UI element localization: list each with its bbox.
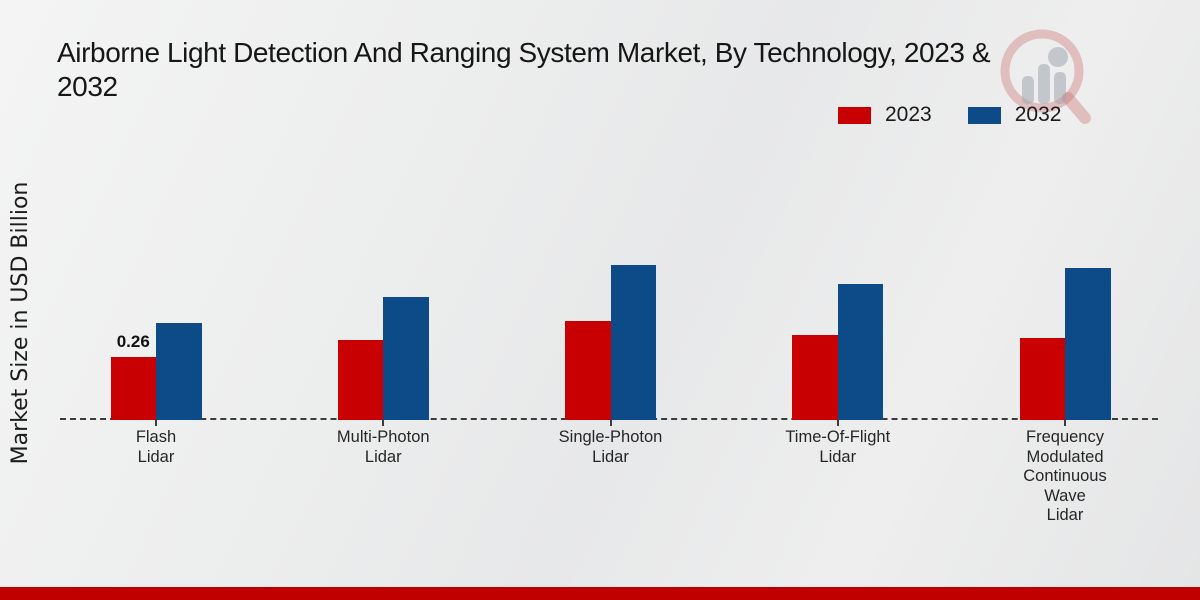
bar-2023-multi-photon-lidar (337, 340, 384, 420)
chart-title-line1: Airborne Light Detection And Ranging Sys… (57, 37, 991, 68)
magnifier-bar-chart-logo-icon (1000, 29, 1091, 124)
chart-title-line2: 2032 (57, 71, 118, 103)
chart-title: Airborne Light Detection And Ranging Sys… (57, 36, 1187, 104)
legend-item-2032: 2032 (967, 103, 1062, 127)
bar-2032-time-of-flight-lidar (837, 284, 884, 420)
category-label-single-photon-lidar: Single-Photon Lidar (558, 428, 663, 466)
x-axis-tick-frequency-modulated-continuous-wave-lidar (1064, 420, 1066, 426)
bar-2032-single-photon-lidar (610, 265, 656, 420)
x-axis-tick-multi-photon-lidar (382, 420, 385, 426)
legend-swatch-2023 (838, 106, 871, 124)
bar-2023-frequency-modulated-continuous-wave-lidar (1019, 338, 1065, 420)
x-axis-tick-flash-lidar (155, 420, 157, 426)
category-label-time-of-flight-lidar: Time-Of-Flight Lidar (785, 428, 891, 466)
bar-2023-single-photon-lidar (565, 321, 611, 420)
y-axis-label: Market Size in USD Billion (8, 181, 33, 465)
footer-accent-bar (0, 587, 1200, 600)
bar-2023-time-of-flight-lidar (792, 335, 838, 420)
legend-label-2032: 2032 (1014, 103, 1062, 126)
category-label-multi-photon-lidar: Multi-Photon Lidar (336, 428, 430, 466)
bar-2032-flash-lidar (156, 323, 202, 420)
category-label-frequency-modulated-continuous-wave-lidar: Frequency Modulated Continuous Wave Lidar (1023, 428, 1107, 524)
legend-label-2023: 2023 (885, 103, 932, 126)
legend: 2023 2032 (838, 103, 1061, 127)
bar-2032-multi-photon-lidar (383, 297, 429, 420)
category-label-flash-lidar: Flash Lidar (135, 428, 177, 466)
bar-2023-flash-lidar (110, 357, 156, 420)
legend-swatch-2032 (967, 106, 1001, 124)
bar-2032-frequency-modulated-continuous-wave-lidar (1065, 268, 1111, 420)
legend-item-2023: 2023 (838, 103, 932, 127)
x-axis-tick-single-photon-lidar (609, 420, 612, 426)
data-label-2023-flash-lidar: 0.26 (116, 332, 150, 351)
x-axis-tick-time-of-flight-lidar (836, 420, 839, 426)
